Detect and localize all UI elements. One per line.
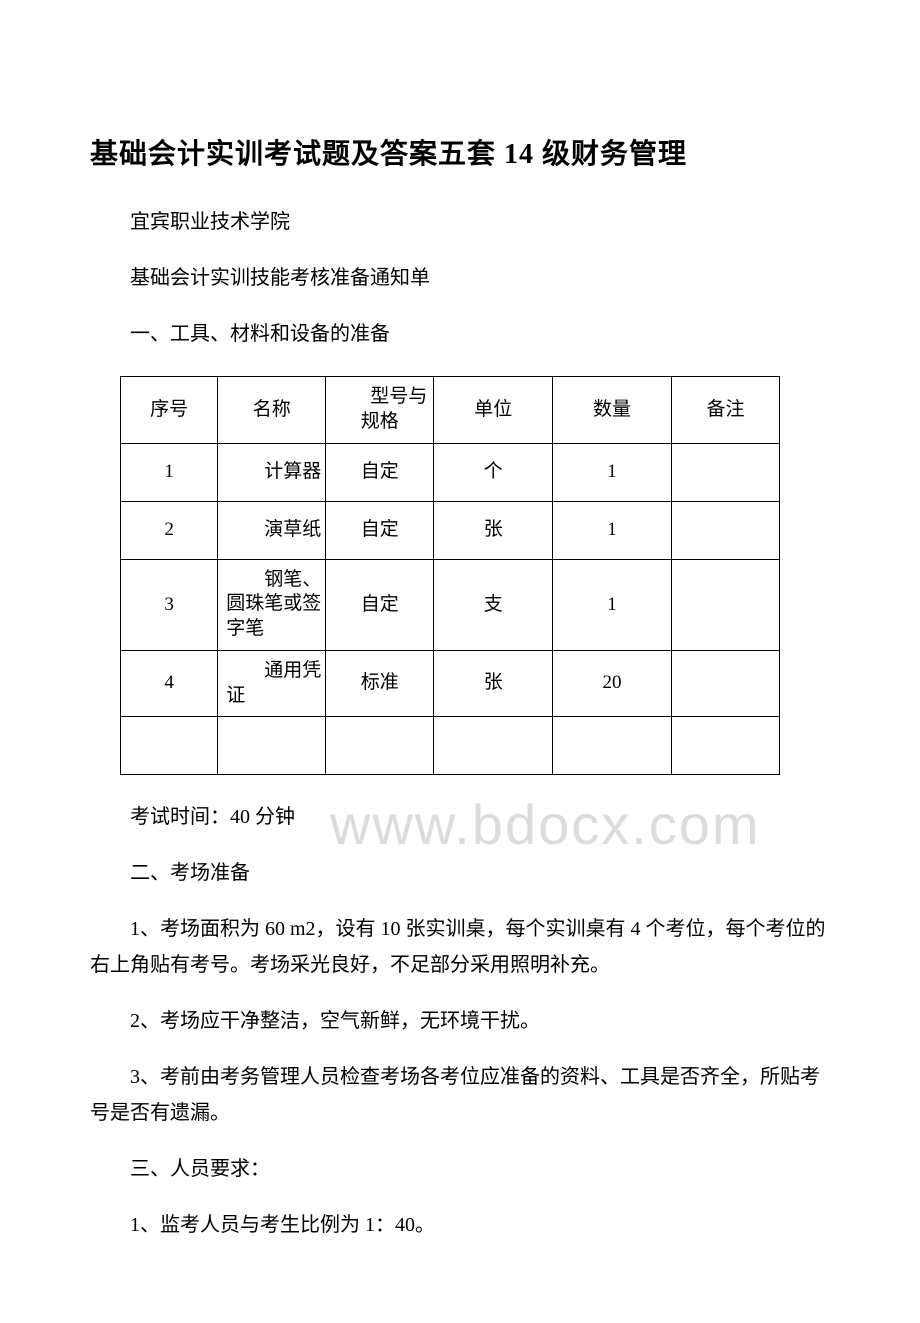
cell-name: 计算器 xyxy=(218,443,326,501)
cell-note xyxy=(671,443,779,501)
document-content: 基础会计实训考试题及答案五套 14 级财务管理 宜宾职业技术学院 基础会计实训技… xyxy=(90,130,830,1243)
table-row: 1 计算器 自定 个 1 xyxy=(121,443,780,501)
table-row: 3 钢笔、圆珠笔或签字笔 自定 支 1 xyxy=(121,559,780,650)
cell-qty: 1 xyxy=(553,443,672,501)
cell-qty: 20 xyxy=(553,650,672,716)
cell-name: 钢笔、圆珠笔或签字笔 xyxy=(218,559,326,650)
cell-spec: 自定 xyxy=(326,501,434,559)
cell-empty xyxy=(326,717,434,775)
paragraph-venue-2: 2、考场应干净整洁，空气新鲜，无环境干扰。 xyxy=(90,1003,830,1039)
cell-seq: 1 xyxy=(121,443,218,501)
table-row: 2 演草纸 自定 张 1 xyxy=(121,501,780,559)
intro-line-2: 基础会计实训技能考核准备通知单 xyxy=(90,260,830,296)
cell-note xyxy=(671,650,779,716)
cell-qty: 1 xyxy=(553,559,672,650)
paragraph-staff-1: 1、监考人员与考生比例为 1：40。 xyxy=(90,1207,830,1243)
intro-line-1: 宜宾职业技术学院 xyxy=(90,204,830,240)
intro-line-3: 一、工具、材料和设备的准备 xyxy=(90,316,830,352)
cell-empty xyxy=(434,717,553,775)
paragraph-venue-3: 3、考前由考务管理人员检查考场各考位应准备的资料、工具是否齐全，所贴考号是否有遗… xyxy=(90,1059,830,1131)
paragraph-venue-1: 1、考场面积为 60 m2，设有 10 张实训桌，每个实训桌有 4 个考位，每个… xyxy=(90,911,830,983)
paragraph-exam-time: 考试时间：40 分钟 xyxy=(90,799,830,835)
cell-empty xyxy=(553,717,672,775)
cell-qty: 1 xyxy=(553,501,672,559)
cell-empty xyxy=(121,717,218,775)
table-row: 4 通用凭证 标准 张 20 xyxy=(121,650,780,716)
cell-seq: 2 xyxy=(121,501,218,559)
cell-unit: 个 xyxy=(434,443,553,501)
materials-table-wrap: 序号 名称 型号与规格 单位 数量 备注 1 计算器 自定 个 1 xyxy=(120,376,780,775)
document-title: 基础会计实训考试题及答案五套 14 级财务管理 xyxy=(90,130,830,180)
header-seq: 序号 xyxy=(121,377,218,443)
cell-unit: 张 xyxy=(434,650,553,716)
header-spec: 型号与规格 xyxy=(326,377,434,443)
cell-empty xyxy=(671,717,779,775)
materials-table: 序号 名称 型号与规格 单位 数量 备注 1 计算器 自定 个 1 xyxy=(120,376,780,775)
cell-spec: 标准 xyxy=(326,650,434,716)
cell-name: 演草纸 xyxy=(218,501,326,559)
cell-seq: 4 xyxy=(121,650,218,716)
paragraph-section-3: 三、人员要求： xyxy=(90,1151,830,1187)
cell-note xyxy=(671,559,779,650)
table-row-empty xyxy=(121,717,780,775)
cell-unit: 支 xyxy=(434,559,553,650)
paragraph-section-2: 二、考场准备 xyxy=(90,855,830,891)
table-header-row: 序号 名称 型号与规格 单位 数量 备注 xyxy=(121,377,780,443)
cell-spec: 自定 xyxy=(326,443,434,501)
header-note: 备注 xyxy=(671,377,779,443)
header-unit: 单位 xyxy=(434,377,553,443)
cell-name: 通用凭证 xyxy=(218,650,326,716)
cell-empty xyxy=(218,717,326,775)
cell-spec: 自定 xyxy=(326,559,434,650)
cell-note xyxy=(671,501,779,559)
header-name: 名称 xyxy=(218,377,326,443)
header-qty: 数量 xyxy=(553,377,672,443)
cell-seq: 3 xyxy=(121,559,218,650)
page-container: www.bdocx.com 基础会计实训考试题及答案五套 14 级财务管理 宜宾… xyxy=(90,130,830,1243)
cell-unit: 张 xyxy=(434,501,553,559)
